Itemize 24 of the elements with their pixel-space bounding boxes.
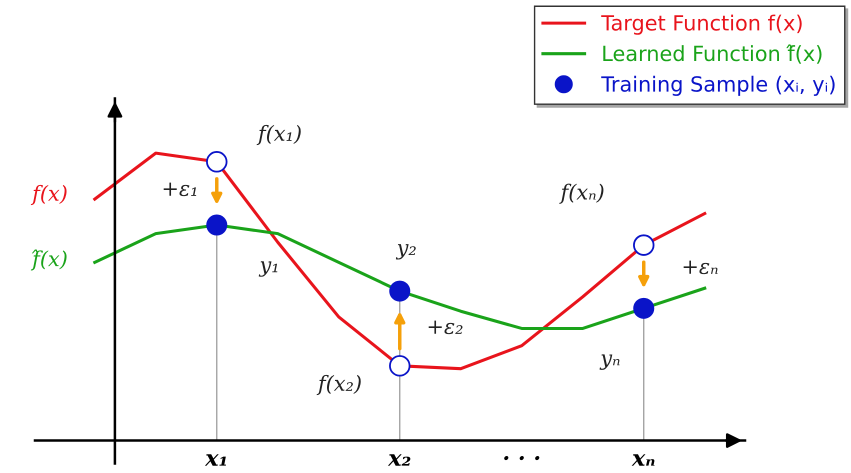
annotation: y₁: [258, 261, 278, 277]
x-tick-label: x₂: [388, 454, 410, 466]
point: [389, 280, 410, 302]
annotation: +ε₂: [428, 320, 463, 334]
point: [206, 151, 228, 173]
annotation: f(xₙ): [559, 184, 604, 204]
legend-label: Learned Function f̂(x): [603, 44, 822, 64]
annotation: yₙ: [600, 354, 620, 370]
annotation: f(x₂): [316, 374, 361, 396]
annotation: y₂: [396, 244, 416, 260]
x-tick-label: x₁: [204, 454, 226, 466]
text: f(x₁): [256, 124, 301, 146]
x-tick-label: xₙ: [632, 454, 655, 466]
point: [633, 298, 654, 319]
point: [389, 355, 410, 377]
x-tick-label: · · ·: [504, 456, 540, 460]
annotation: f̂(x): [30, 250, 67, 270]
annotation: +ε₁: [164, 182, 196, 196]
point: [633, 234, 654, 256]
legend-label: Training Sample (xᵢ, yᵢ): [601, 76, 835, 96]
annotation: +εₙ: [684, 260, 718, 274]
point: [206, 214, 228, 236]
legend-label: Target Function f(x): [601, 14, 802, 35]
annotation: f(x): [30, 184, 67, 206]
